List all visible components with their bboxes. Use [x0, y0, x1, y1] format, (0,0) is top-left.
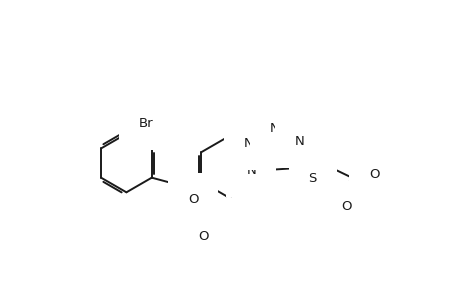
Text: N: N [269, 122, 279, 135]
Text: O: O [198, 230, 208, 243]
Text: O: O [341, 200, 351, 213]
Text: S: S [308, 172, 316, 185]
Text: N: N [294, 135, 304, 148]
Text: N: N [243, 137, 253, 150]
Text: Br: Br [139, 117, 153, 130]
Text: N: N [246, 164, 256, 177]
Text: O: O [368, 168, 379, 181]
Text: O: O [188, 193, 198, 206]
